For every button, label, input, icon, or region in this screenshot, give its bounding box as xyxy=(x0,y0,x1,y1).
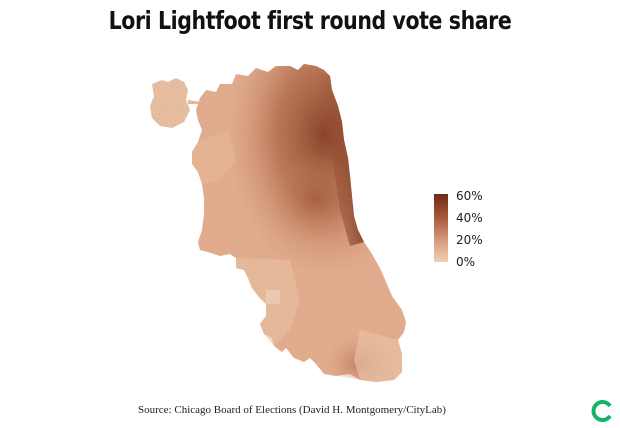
map-title: Lori Lightfoot first round vote share xyxy=(108,6,512,35)
legend-label-20: 20% xyxy=(456,233,483,247)
precinct-texture xyxy=(192,64,406,382)
source-credit: Source: Chicago Board of Elections (Davi… xyxy=(138,404,446,416)
legend-label-40: 40% xyxy=(456,211,483,225)
legend-gradient-bar xyxy=(434,194,448,262)
legend-label-0: 0% xyxy=(456,255,476,269)
legend-label-60: 60% xyxy=(456,189,483,203)
ohare-area xyxy=(150,78,190,128)
chicago-precinct-map xyxy=(150,64,406,382)
citylab-logo-icon xyxy=(591,400,612,422)
color-legend: 60% 40% 20% 0% xyxy=(432,190,502,272)
